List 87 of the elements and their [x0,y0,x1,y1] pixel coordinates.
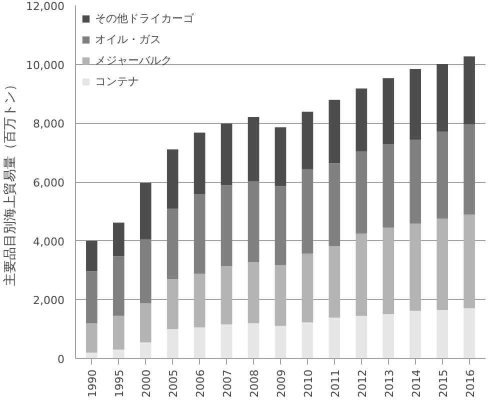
bar [356,233,368,316]
bar [274,186,286,266]
bar [220,123,232,185]
bar [112,350,124,358]
bar [274,265,286,326]
y-tick-label: 12,000 [26,0,65,13]
bar [166,329,178,358]
bar [382,314,394,358]
bar [302,253,314,322]
bar [274,326,286,358]
bar [166,279,178,330]
x-tick-label: 2015 [436,369,450,398]
bar [464,56,475,124]
bar [220,324,232,358]
bar [86,271,98,324]
bar [382,78,394,144]
bar [410,223,422,311]
bar [274,127,286,186]
bar [248,323,260,358]
bar [194,194,206,274]
x-tick-label: 2008 [248,369,262,398]
y-tick-label: 2,000 [33,294,65,308]
bar [112,316,124,350]
x-tick-label: 2006 [194,369,208,398]
y-axis-title: 主要品目別海上貿易量（百万トン） [2,78,18,286]
x-tick-label: 2011 [328,369,342,398]
bar [248,116,260,182]
bar [328,318,340,358]
x-tick-label: 2016 [464,369,477,398]
y-tick-label: 8,000 [33,118,65,131]
bar [194,132,206,194]
bar [140,239,152,304]
bar [112,222,124,256]
bar [410,310,422,358]
x-tick-label: 2007 [221,369,234,398]
x-tick-label: 2009 [275,369,288,398]
bar [302,112,314,170]
bar [410,69,422,140]
bar [436,218,448,310]
y-tick-label: 6,000 [33,176,65,190]
bar [86,323,98,353]
bar [382,228,394,314]
y-tick-label: 0 [58,353,64,366]
bar [464,214,475,308]
x-tick-label: 1995 [113,369,126,398]
x-tick-label: 1990 [86,369,100,398]
bar [220,266,232,324]
bar [140,182,152,240]
legend-label: オイル・ガス [95,32,161,47]
bar [436,132,448,218]
bar [248,181,260,262]
x-tick-label: 2014 [410,369,423,398]
bar [328,100,340,164]
bar [436,64,448,132]
y-tick-label: 4,000 [33,235,65,248]
bar [382,144,394,228]
bar [194,327,206,358]
x-tick-label: 2013 [382,369,396,398]
bar [86,240,98,272]
y-tick-label: 10,000 [26,58,65,72]
x-tick-label: 2000 [140,369,154,398]
bar [464,308,475,358]
bar [356,88,368,152]
bar [328,246,340,318]
x-tick-label: 2005 [167,369,180,398]
bar [86,352,98,358]
bar [436,310,448,358]
bar [140,342,152,358]
bar [356,151,368,234]
bar [140,303,152,342]
legend-label: コンテナ [95,74,139,89]
bar [248,262,260,324]
bar [464,124,475,215]
bar [302,322,314,358]
bar [410,140,422,224]
bar [328,163,340,246]
bar [302,169,314,254]
x-tick-label: 2012 [356,369,369,398]
bar [220,184,232,266]
bar [166,208,178,280]
bar [166,149,178,208]
bar [112,256,124,316]
bar [356,316,368,358]
legend-label: メジャーバルク [95,53,172,68]
legend-label: その他ドライカーゴ [95,11,194,26]
x-tick-label: 2010 [302,369,315,398]
bar [194,274,206,328]
